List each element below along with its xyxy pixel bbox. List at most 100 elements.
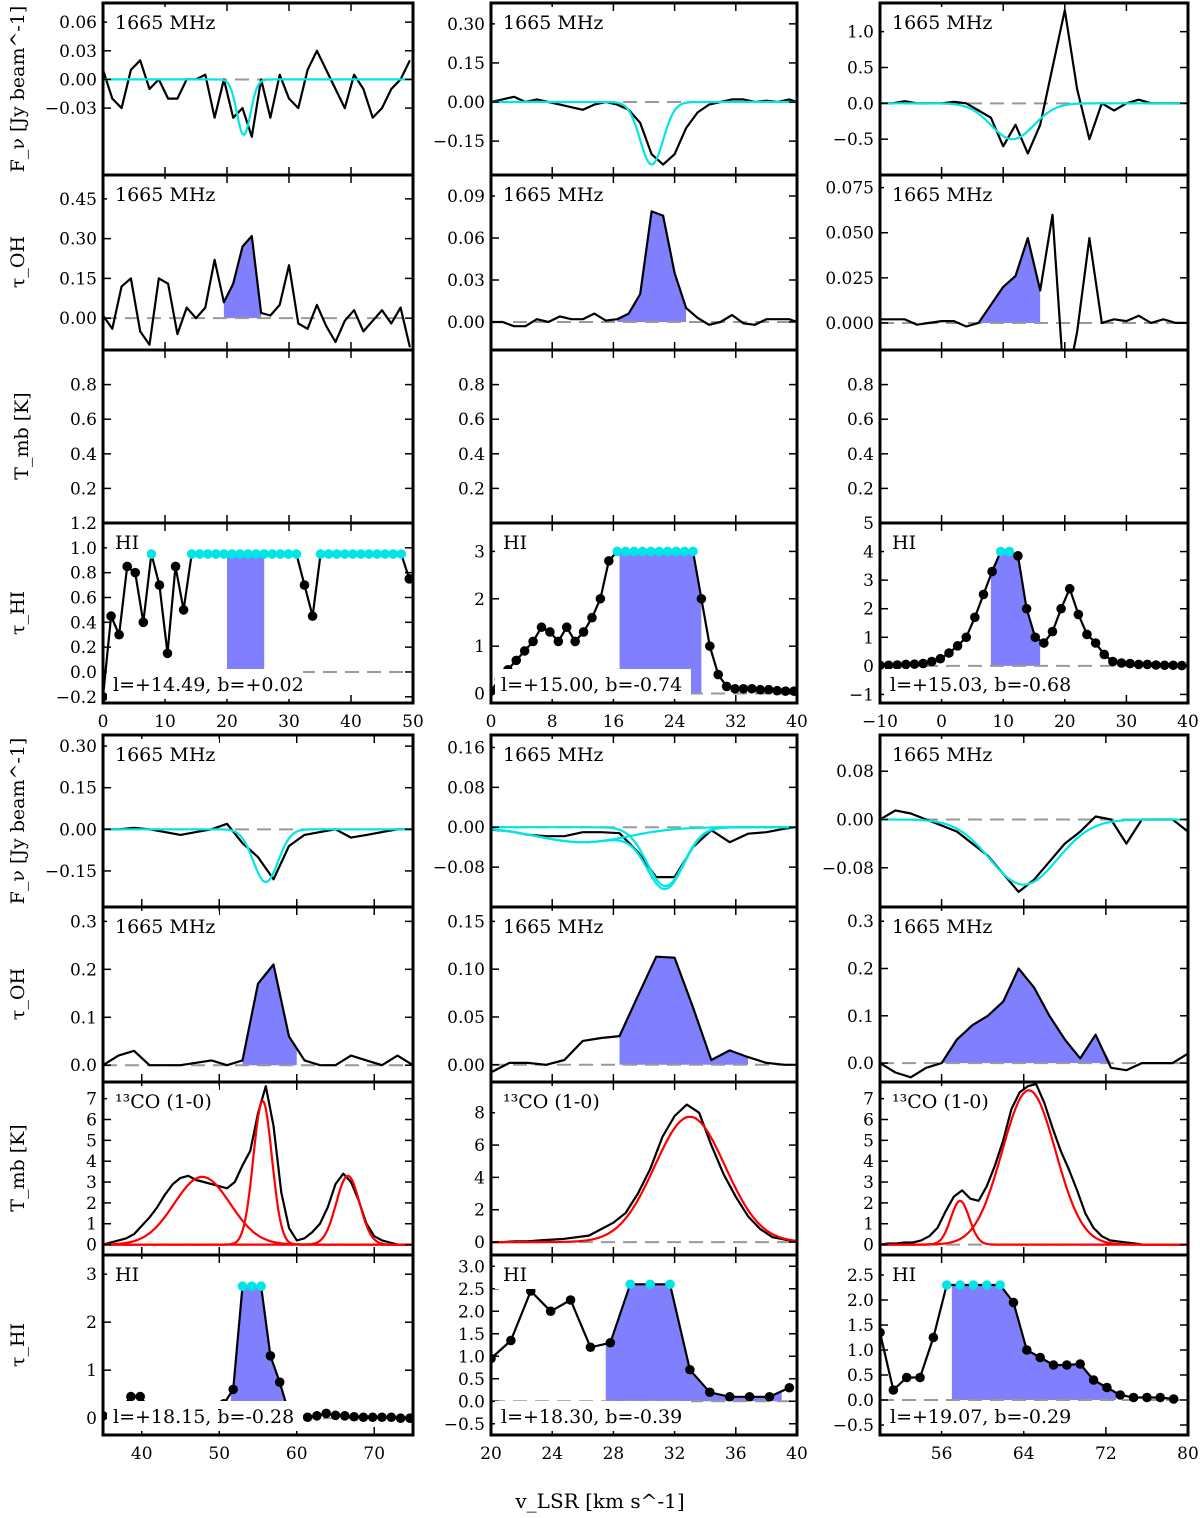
y-tick-label: −0.03 <box>45 99 97 119</box>
spectrum-line <box>880 967 1188 1079</box>
y-tick-label: 0.06 <box>59 13 97 33</box>
y-tick-label: 1.5 <box>458 1325 485 1345</box>
data-point <box>724 1391 735 1402</box>
saturated-point <box>665 1279 675 1290</box>
saturated-point <box>146 549 157 559</box>
saturated-point <box>364 549 374 559</box>
y-tick-label: 2 <box>863 1194 874 1214</box>
y-tick-label: 6 <box>86 1111 97 1131</box>
data-point <box>928 1332 939 1343</box>
label-bg <box>107 1086 219 1116</box>
saturated-point <box>612 546 623 557</box>
y-tick-label: 0 <box>863 1236 874 1256</box>
label-bg <box>884 7 996 37</box>
data-point <box>1048 1360 1059 1370</box>
y-tick-label: 0.03 <box>447 271 485 291</box>
y-tick-label: 1.0 <box>847 23 874 43</box>
plot-area <box>491 210 797 328</box>
y-tick-label: 0.2 <box>458 479 485 499</box>
data-point <box>944 648 954 658</box>
gaussian-fit-sum <box>491 826 797 891</box>
coords-label: l=+15.00, b=-0.74 <box>501 674 682 696</box>
plot-area <box>880 809 1188 893</box>
x-tick-label: 30 <box>1116 712 1138 732</box>
spectrum-line <box>491 210 797 328</box>
saturated-point <box>227 549 237 559</box>
y-tick-label: 1 <box>863 628 874 648</box>
panel-label: HI <box>503 532 527 554</box>
plot-area <box>491 955 797 1074</box>
y-tick-label: 1.0 <box>70 539 97 559</box>
y-axis-label: T_mb [K] <box>11 392 33 479</box>
y-tick-label: 0.2 <box>847 959 874 979</box>
gaussian-fit <box>880 818 1188 886</box>
y-tick-label: 4 <box>474 1168 485 1188</box>
data-point <box>122 561 132 572</box>
panel-frame <box>489 521 799 705</box>
panel-tau_oh: 0.0 0.1 0.2 0.3 1665 MHz <box>847 905 1190 1084</box>
label-bg <box>884 1259 924 1289</box>
saturated-point <box>267 549 278 559</box>
y-tick-label: 4 <box>86 1152 97 1172</box>
data-point <box>528 636 538 647</box>
data-point <box>1035 1352 1045 1363</box>
saturated-point <box>688 546 698 557</box>
label-bg <box>107 179 219 209</box>
plot-area <box>491 826 797 891</box>
label-bg <box>884 527 924 557</box>
spectrum-line <box>491 1103 797 1244</box>
saturated-point <box>259 549 270 559</box>
saturated-point <box>637 546 648 557</box>
y-tick-label: −0.15 <box>45 862 97 882</box>
data-point <box>178 605 189 615</box>
y-tick-label: 0.2 <box>70 960 97 980</box>
plot-area <box>103 549 413 702</box>
y-tick-label: 0.5 <box>847 1366 874 1386</box>
x-tick-label: 50 <box>208 1444 230 1464</box>
label-bg <box>495 911 607 941</box>
panel-flux: −0.08 0.00 0.08 0.16 1665 MHz <box>433 733 799 909</box>
panel-tau_oh: 0.000 0.025 0.050 0.075 1665 MHz <box>825 173 1190 352</box>
y-tick-label: −0.08 <box>822 859 874 879</box>
panel-frame <box>101 1253 415 1437</box>
y-tick-label: 0.08 <box>447 778 485 798</box>
data-point <box>1062 1360 1072 1370</box>
saturated-point <box>380 549 390 559</box>
data-point <box>340 1411 350 1421</box>
panel-frame <box>101 521 415 705</box>
y-tick-label: 3 <box>863 571 874 591</box>
y-tick-label: 1.0 <box>458 1347 485 1367</box>
y-tick-label: 0.6 <box>70 588 97 608</box>
data-point <box>918 658 928 669</box>
label-bg <box>107 739 219 769</box>
spectrum-line <box>491 826 797 879</box>
data-point <box>1168 1394 1179 1404</box>
data-point <box>1088 1375 1099 1385</box>
y-tick-label: −0.5 <box>833 130 874 150</box>
spectrum-line <box>491 1283 790 1398</box>
data-point <box>685 1364 695 1375</box>
x-tick-label: −10 <box>862 712 898 732</box>
x-tick-label: 20 <box>1054 712 1076 732</box>
coords-bg <box>884 1401 1080 1431</box>
coords-label: l=+18.30, b=-0.39 <box>501 1406 682 1428</box>
panel-tau_hi: −0.2 0.0 0.2 0.4 0.6 0.8 1.0 1.2 HI l=+14.49, b=+… <box>56 514 424 732</box>
y-tick-label: 5 <box>86 1131 97 1151</box>
y-tick-label: 1.5 <box>847 1316 874 1336</box>
y-tick-label: 0.8 <box>458 376 485 396</box>
data-point <box>170 561 181 572</box>
coords-bg <box>107 1401 303 1431</box>
fill-area <box>990 551 1041 666</box>
data-point <box>395 1413 406 1423</box>
data-point <box>755 684 766 695</box>
x-tick-label: 24 <box>541 1444 563 1464</box>
panel-flux: −0.08 0.00 0.08 1665 MHz <box>822 733 1190 909</box>
y-tick-label: 0.8 <box>70 376 97 396</box>
fill-area <box>230 1286 299 1419</box>
data-point <box>935 653 946 664</box>
data-point <box>780 686 791 696</box>
data-point <box>888 1385 899 1395</box>
y-tick-label: −0.5 <box>833 1416 874 1436</box>
y-tick-label: 0.00 <box>447 313 485 333</box>
